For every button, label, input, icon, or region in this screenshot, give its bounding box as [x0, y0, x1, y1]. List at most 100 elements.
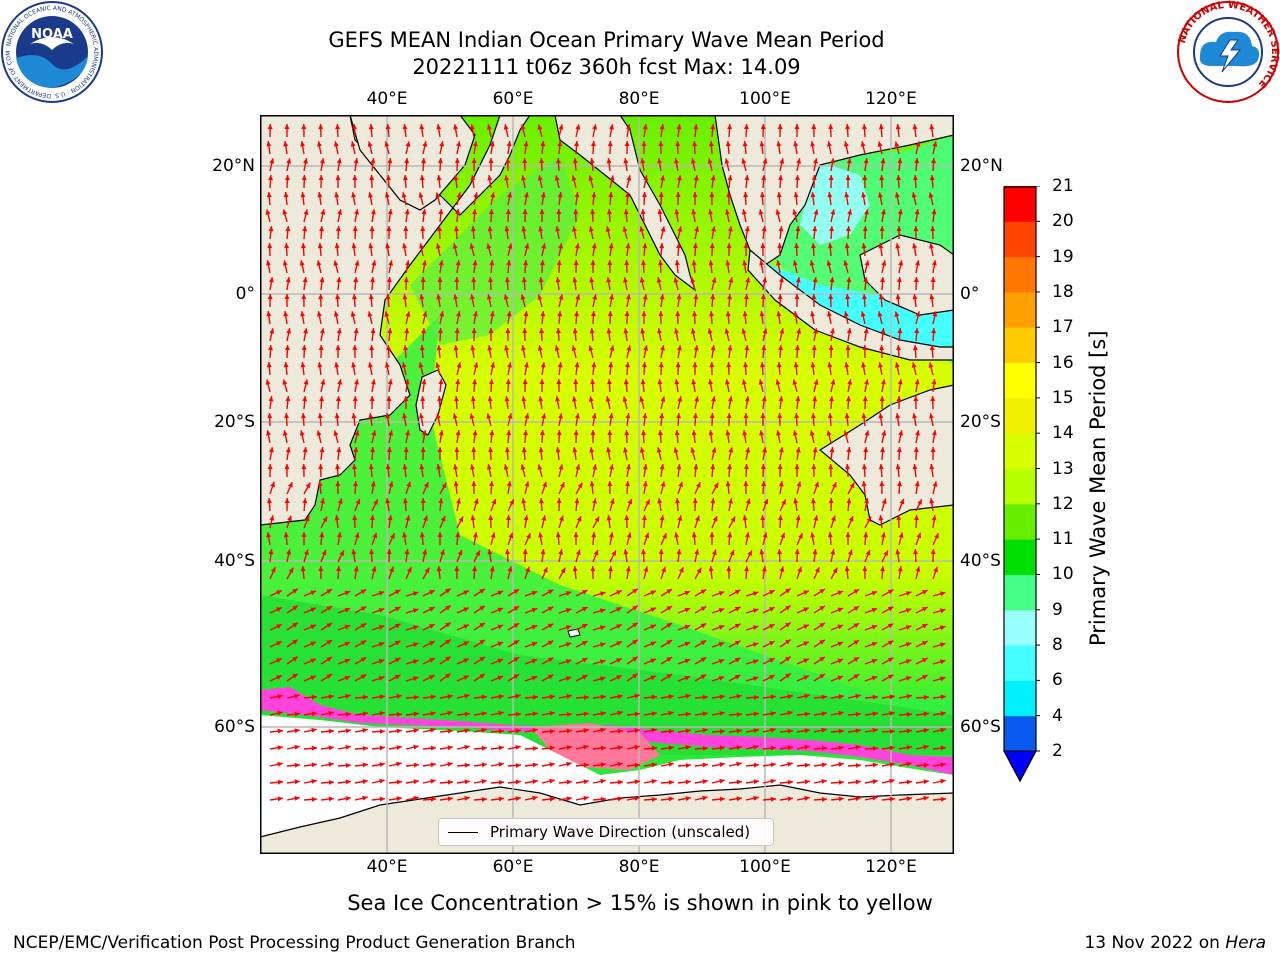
wave-arrow [728, 711, 743, 717]
wave-arrow [847, 549, 853, 563]
wave-arrow [898, 642, 912, 648]
wave-arrow [284, 344, 290, 359]
lon-label-bottom-60e: 60°E [492, 857, 534, 877]
wave-arrow [371, 642, 385, 648]
wave-arrow [589, 157, 595, 172]
wave-arrow [812, 225, 818, 240]
wave-arrow [725, 480, 731, 495]
wave-arrow [830, 658, 844, 665]
wave-arrow [266, 361, 272, 376]
wave-arrow [660, 710, 674, 716]
wave-arrow [625, 464, 631, 478]
wave-arrow [639, 277, 645, 291]
wave-arrow [405, 481, 411, 495]
wave-arrow [863, 446, 869, 461]
wave-arrow [401, 192, 407, 206]
wave-arrow [660, 532, 668, 546]
wave-arrow [320, 728, 335, 734]
wave-arrow [709, 532, 715, 545]
wave-arrow [439, 311, 445, 325]
wave-arrow [643, 796, 658, 802]
wave-arrow [269, 745, 283, 751]
wave-arrow [795, 395, 801, 410]
wave-arrow [861, 243, 867, 257]
wave-arrow [813, 605, 826, 614]
wave-arrow [813, 566, 820, 580]
wave-arrow [402, 124, 408, 138]
lon-label-bottom-40e: 40°E [366, 857, 408, 877]
wave-arrow [405, 711, 419, 717]
wave-arrow [303, 379, 309, 393]
wave-arrow [590, 260, 596, 273]
wave-arrow [488, 514, 494, 529]
wave-arrow [320, 622, 333, 631]
wave-arrow [268, 447, 274, 461]
wave-arrow [898, 728, 912, 734]
wave-arrow [505, 157, 511, 172]
wave-arrow [541, 745, 555, 751]
wave-arrow [694, 762, 708, 768]
wave-arrow [371, 659, 385, 665]
wave-arrow [371, 676, 385, 682]
wave-arrow [388, 779, 403, 785]
wave-arrow [847, 796, 861, 802]
wave-arrow [813, 673, 826, 682]
wave-arrow [809, 260, 815, 274]
wave-arrow [555, 531, 561, 546]
wave-arrow [471, 480, 477, 495]
wave-arrow [694, 396, 700, 410]
wave-arrow [317, 242, 323, 257]
wave-arrow [489, 480, 495, 495]
wave-arrow [779, 532, 786, 546]
wave-arrow [694, 694, 709, 700]
wave-arrow [592, 549, 599, 563]
wave-arrow [606, 447, 612, 461]
wave-arrow [898, 676, 912, 682]
wave-arrow [609, 294, 614, 308]
wave-arrow [558, 591, 572, 597]
wave-arrow [318, 344, 324, 359]
wave-arrow [623, 158, 629, 172]
wave-arrow [932, 659, 946, 665]
wave-arrow [779, 621, 792, 631]
wave-arrow [762, 447, 767, 461]
wave-arrow [506, 481, 512, 495]
wave-arrow [405, 141, 411, 155]
wave-arrow [877, 141, 883, 155]
colorbar-tick-label: 9 [1052, 599, 1063, 620]
wave-arrow [660, 728, 675, 734]
wave-arrow [830, 710, 844, 716]
wave-arrow [864, 590, 878, 597]
footer-left: NCEP/EMC/Verification Post Processing Pr… [13, 933, 576, 953]
wave-arrow [438, 430, 444, 444]
wave-arrow [456, 516, 464, 529]
wave-arrow [456, 762, 471, 768]
wave-arrow [456, 362, 462, 376]
wave-arrow [725, 379, 730, 393]
wave-arrow [864, 745, 879, 751]
wave-arrow [337, 675, 351, 682]
wave-arrow [796, 779, 810, 785]
wave-arrow [762, 158, 768, 172]
wave-arrow [847, 622, 860, 631]
wave-arrow [643, 779, 657, 784]
wave-arrow [388, 566, 394, 580]
wave-arrow [487, 175, 493, 189]
wave-arrow [541, 623, 554, 631]
wave-arrow [657, 379, 663, 393]
lon-label-top-100e: 100°E [739, 89, 791, 109]
wave-arrow [880, 276, 886, 291]
wave-arrow [522, 327, 528, 342]
wave-arrow [592, 642, 606, 648]
wave-arrow [575, 744, 589, 750]
wave-arrow [745, 591, 759, 597]
wave-arrow [844, 242, 850, 257]
colorbar-segment [1004, 503, 1036, 540]
wave-arrow [266, 311, 272, 325]
wave-arrow [845, 345, 851, 358]
wave-arrow [608, 532, 614, 546]
wave-arrow [371, 499, 379, 512]
wave-arrow [507, 762, 522, 768]
wave-arrow [929, 413, 934, 427]
wave-arrow [353, 276, 359, 291]
